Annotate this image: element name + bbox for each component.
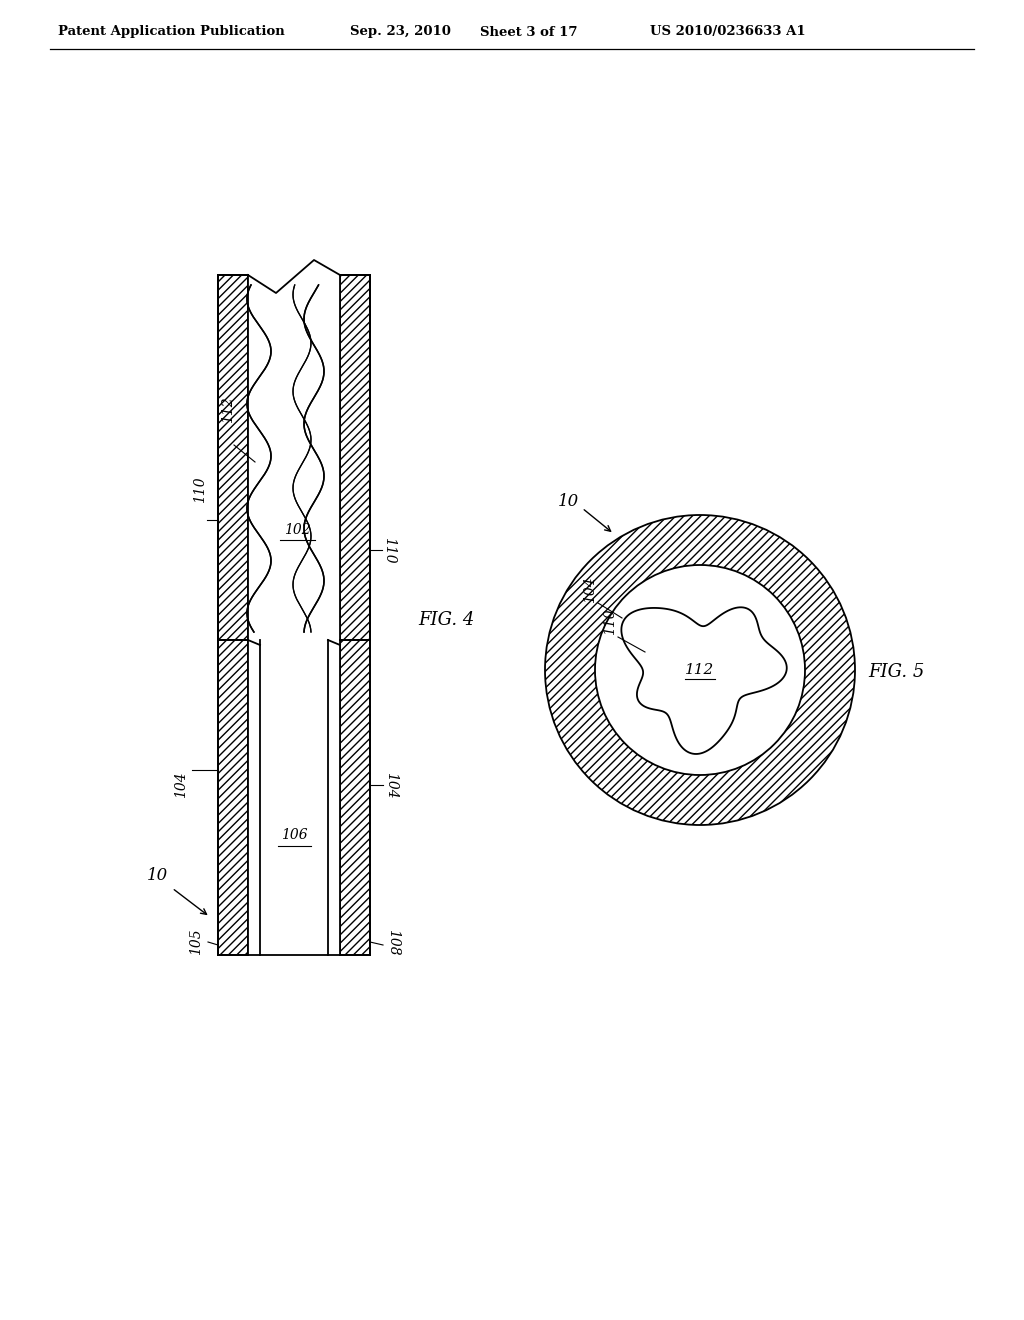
Text: Patent Application Publication: Patent Application Publication [58, 25, 285, 38]
Text: 112: 112 [221, 397, 234, 424]
Text: 104: 104 [174, 772, 188, 799]
Bar [248, 275, 340, 640]
Text: 104: 104 [583, 577, 597, 603]
Text: FIG. 5: FIG. 5 [868, 663, 925, 681]
Text: 110: 110 [193, 477, 207, 503]
Circle shape [595, 565, 805, 775]
Text: Sheet 3 of 17: Sheet 3 of 17 [480, 25, 578, 38]
Bar [248, 640, 340, 954]
Text: 102: 102 [284, 523, 310, 537]
Text: 104: 104 [384, 772, 398, 799]
Text: 108: 108 [386, 929, 400, 956]
Bar [218, 275, 248, 640]
Polygon shape [622, 607, 786, 754]
Text: 106: 106 [281, 828, 307, 842]
Text: 10: 10 [557, 494, 579, 511]
Bar [340, 275, 370, 640]
Bar [218, 640, 248, 954]
Text: 112: 112 [685, 663, 715, 677]
Text: 110: 110 [603, 609, 617, 635]
Text: 105: 105 [189, 929, 203, 956]
Text: Sep. 23, 2010: Sep. 23, 2010 [350, 25, 451, 38]
Circle shape [545, 515, 855, 825]
Text: US 2010/0236633 A1: US 2010/0236633 A1 [650, 25, 806, 38]
Bar [340, 640, 370, 954]
Bar [249, 276, 339, 639]
Text: 10: 10 [146, 866, 168, 883]
Text: FIG. 4: FIG. 4 [418, 611, 474, 630]
Text: 110: 110 [382, 537, 396, 564]
